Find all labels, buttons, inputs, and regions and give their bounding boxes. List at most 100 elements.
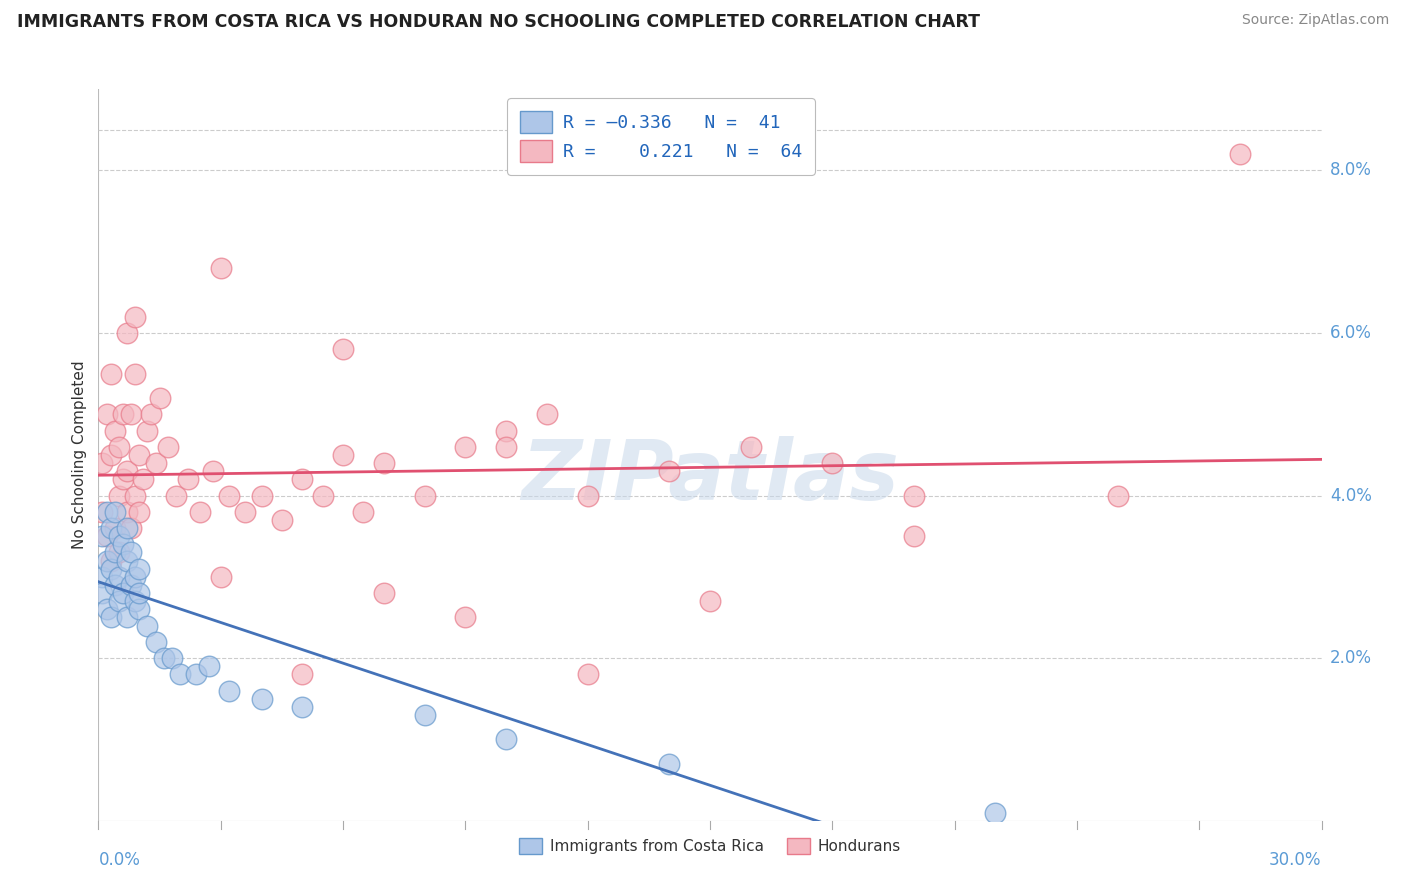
Point	[111, 537, 134, 551]
Point	[373, 586, 395, 600]
Point	[104, 424, 127, 438]
Point	[536, 407, 558, 421]
Point	[312, 489, 335, 503]
Point	[136, 424, 159, 438]
Point	[124, 570, 146, 584]
Point	[128, 562, 150, 576]
Text: 30.0%: 30.0%	[1270, 851, 1322, 869]
Text: 0.0%: 0.0%	[98, 851, 141, 869]
Point	[156, 440, 179, 454]
Point	[352, 505, 374, 519]
Point	[373, 456, 395, 470]
Point	[201, 464, 224, 478]
Point	[104, 545, 127, 559]
Point	[291, 472, 314, 486]
Text: 8.0%: 8.0%	[1330, 161, 1372, 179]
Point	[124, 367, 146, 381]
Point	[495, 440, 517, 454]
Point	[128, 586, 150, 600]
Point	[100, 610, 122, 624]
Point	[115, 610, 138, 624]
Point	[740, 440, 762, 454]
Point	[699, 594, 721, 608]
Point	[332, 343, 354, 357]
Point	[218, 489, 240, 503]
Point	[100, 367, 122, 381]
Point	[91, 570, 114, 584]
Point	[233, 505, 256, 519]
Point	[177, 472, 200, 486]
Point	[124, 489, 146, 503]
Point	[136, 618, 159, 632]
Point	[209, 260, 232, 275]
Point	[100, 521, 122, 535]
Point	[115, 464, 138, 478]
Point	[454, 610, 477, 624]
Point	[91, 505, 114, 519]
Point	[96, 505, 118, 519]
Point	[165, 489, 187, 503]
Point	[291, 667, 314, 681]
Point	[152, 651, 174, 665]
Point	[111, 472, 134, 486]
Text: IMMIGRANTS FROM COSTA RICA VS HONDURAN NO SCHOOLING COMPLETED CORRELATION CHART: IMMIGRANTS FROM COSTA RICA VS HONDURAN N…	[17, 13, 980, 31]
Point	[160, 651, 183, 665]
Point	[111, 586, 134, 600]
Point	[218, 683, 240, 698]
Point	[188, 505, 212, 519]
Point	[91, 529, 114, 543]
Point	[1107, 489, 1129, 503]
Point	[104, 521, 127, 535]
Point	[145, 456, 167, 470]
Point	[250, 489, 273, 503]
Point	[903, 489, 925, 503]
Point	[108, 545, 131, 559]
Point	[100, 562, 122, 576]
Point	[108, 529, 131, 543]
Point	[454, 440, 477, 454]
Point	[124, 310, 146, 324]
Point	[821, 456, 844, 470]
Point	[149, 391, 172, 405]
Point	[96, 553, 118, 567]
Point	[96, 529, 118, 543]
Point	[141, 407, 163, 421]
Point	[120, 407, 142, 421]
Point	[108, 489, 131, 503]
Text: ZIPatlas: ZIPatlas	[522, 436, 898, 517]
Point	[115, 505, 138, 519]
Point	[100, 553, 122, 567]
Point	[128, 505, 150, 519]
Point	[108, 594, 131, 608]
Point	[495, 424, 517, 438]
Point	[169, 667, 191, 681]
Point	[120, 578, 142, 592]
Point	[128, 448, 150, 462]
Point	[108, 570, 131, 584]
Y-axis label: No Schooling Completed: No Schooling Completed	[72, 360, 87, 549]
Point	[270, 513, 294, 527]
Point	[576, 667, 599, 681]
Point	[108, 440, 131, 454]
Point	[96, 602, 118, 616]
Point	[576, 489, 599, 503]
Point	[658, 464, 681, 478]
Point	[658, 756, 681, 771]
Point	[209, 570, 232, 584]
Point	[903, 529, 925, 543]
Point	[1229, 147, 1251, 161]
Point	[111, 407, 134, 421]
Point	[104, 578, 127, 592]
Point	[332, 448, 354, 462]
Point	[984, 805, 1007, 820]
Text: 4.0%: 4.0%	[1330, 486, 1372, 505]
Point	[124, 594, 146, 608]
Point	[91, 456, 114, 470]
Point	[186, 667, 208, 681]
Point	[291, 699, 314, 714]
Text: Source: ZipAtlas.com: Source: ZipAtlas.com	[1241, 13, 1389, 28]
Point	[250, 691, 273, 706]
Point	[120, 545, 142, 559]
Legend: Immigrants from Costa Rica, Hondurans: Immigrants from Costa Rica, Hondurans	[513, 832, 907, 861]
Point	[115, 553, 138, 567]
